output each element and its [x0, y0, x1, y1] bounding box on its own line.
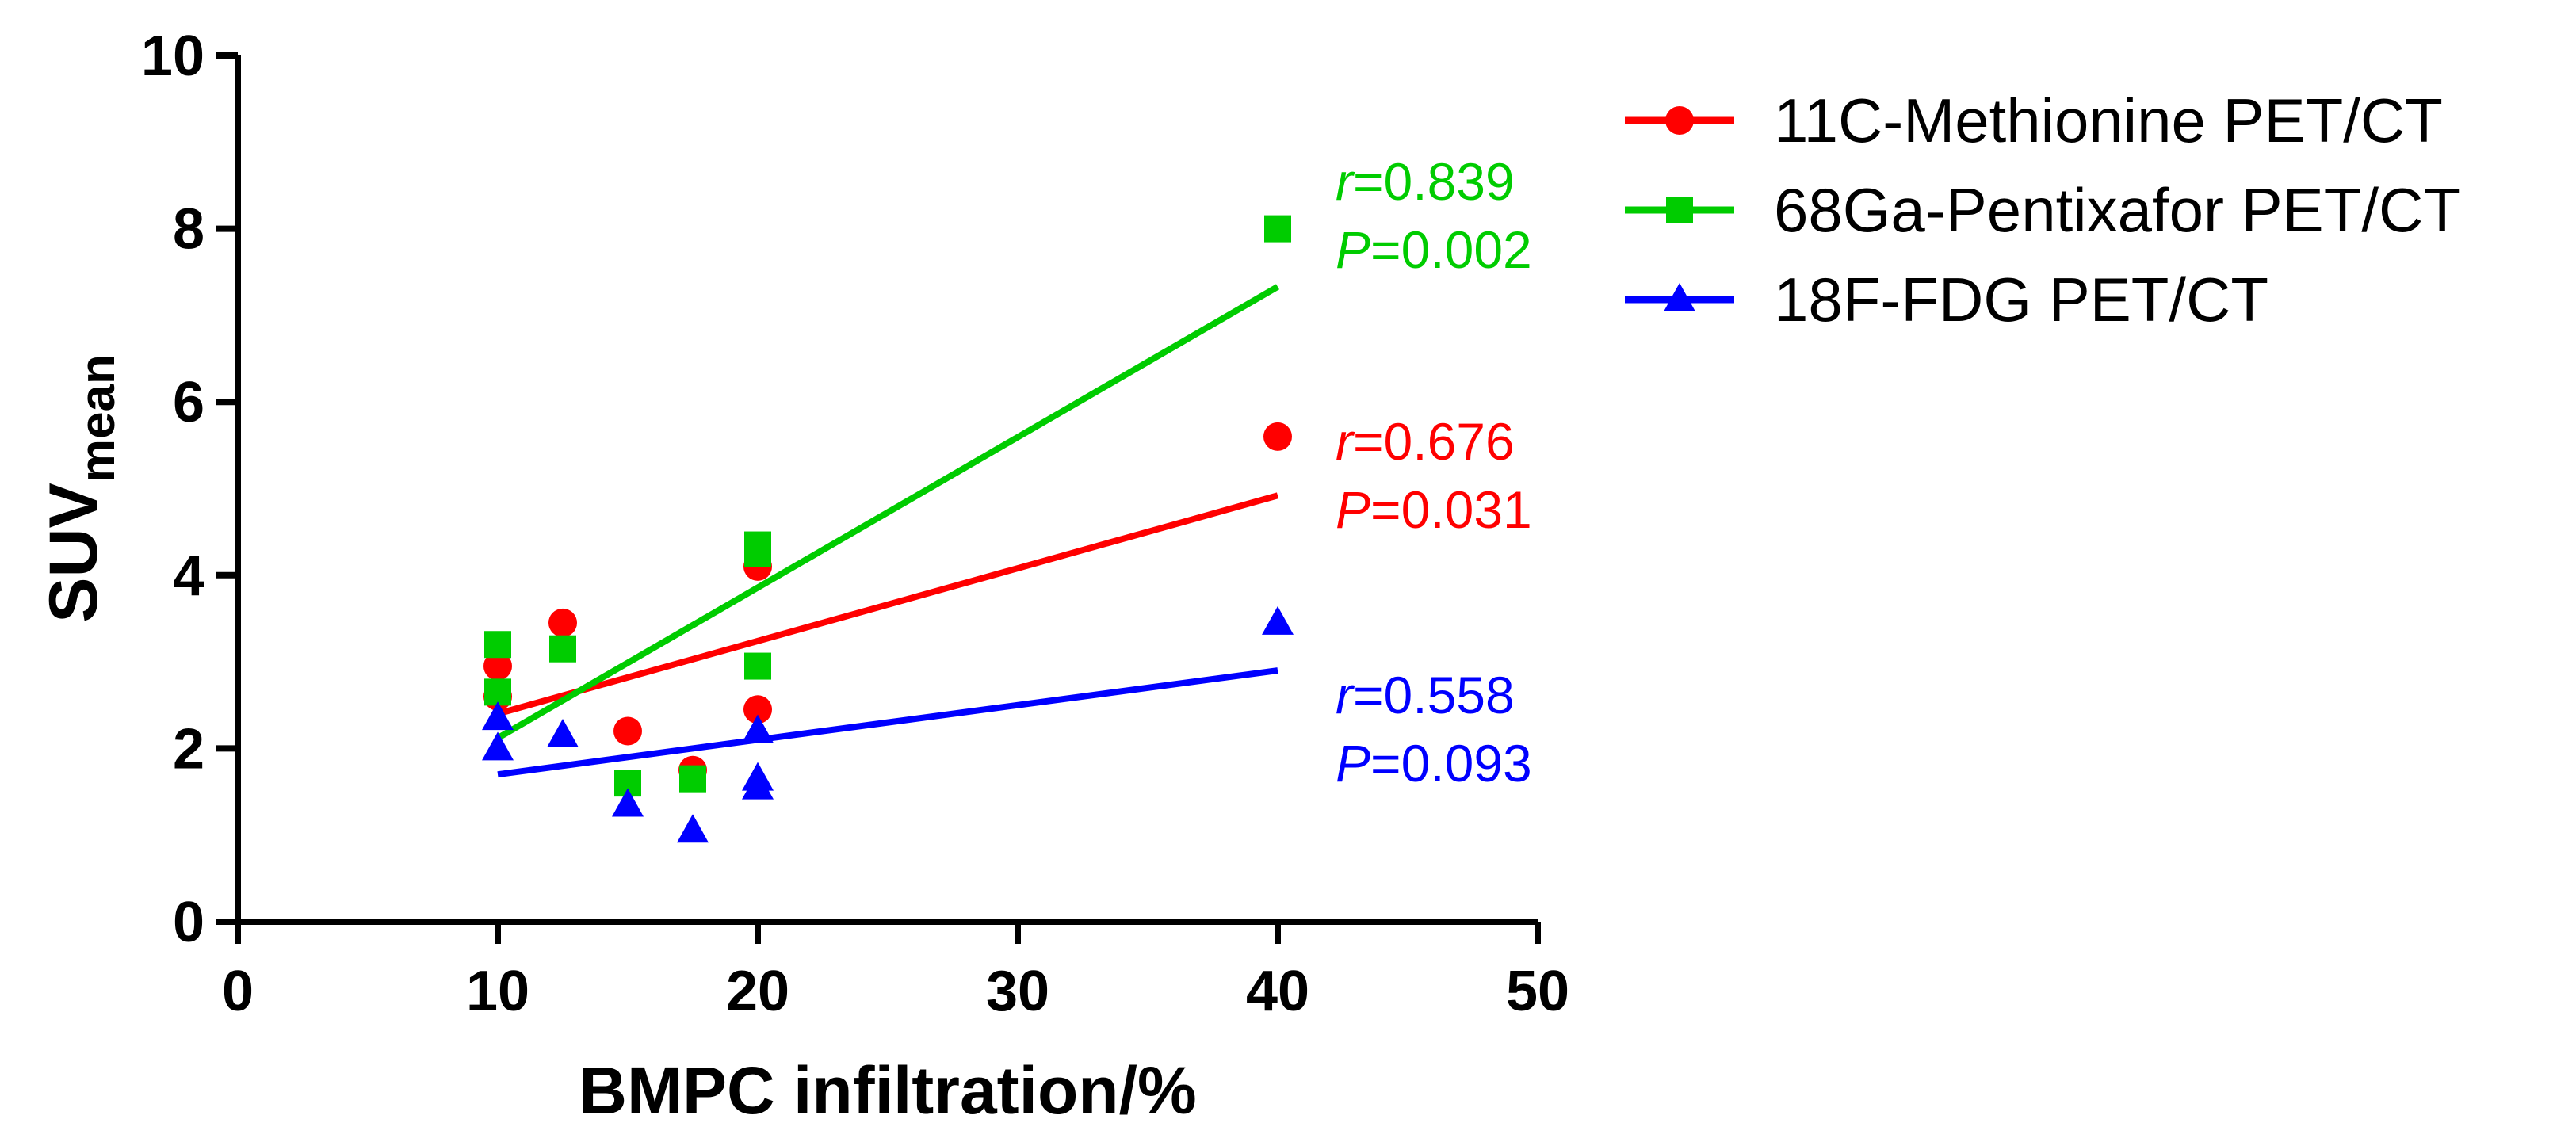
stat-p-value: =0.002	[1370, 220, 1532, 279]
x-tick-label: 40	[1246, 960, 1309, 1023]
y-tick-label: 10	[141, 25, 204, 88]
axes: 0 10 20 30 40 50 0 2 4 6 8 10 BMPC infiltration/% SUV…	[36, 25, 1569, 1128]
stat-r-symbol: r	[1336, 152, 1355, 211]
stats-annotations: r=0.676P=0.031r=0.839P=0.002r=0.558P=0.0…	[1336, 152, 1532, 793]
legend-marker-18f-fdg-pet-ct	[1664, 283, 1695, 311]
y-tick-label: 2	[173, 717, 204, 781]
fit-line-68ga-pentixafor-pet-ct	[495, 284, 1280, 741]
data-point-18f-fdg-pet-ct	[547, 719, 579, 748]
y-axis-label-main: SUV	[36, 483, 112, 623]
stat-r-value: =0.839	[1353, 152, 1515, 211]
stat-p-symbol: P	[1336, 220, 1370, 279]
fit-lines	[495, 284, 1280, 778]
data-point-68ga-pentixafor-pet-ct	[679, 765, 706, 793]
stat-p-value: =0.093	[1370, 734, 1532, 793]
legend-label-11c-methionine-pet-ct: 11C-Methionine PET/CT	[1774, 86, 2443, 155]
stat-p-11c-methionine-pet-ct: P=0.031	[1336, 480, 1532, 539]
fit-line-11c-methionine-pet-ct	[496, 492, 1279, 717]
stat-p-68ga-pentixafor-pet-ct: P=0.002	[1336, 220, 1532, 279]
y-tick-label: 8	[173, 198, 204, 262]
stat-p-18f-fdg-pet-ct: P=0.093	[1336, 734, 1532, 793]
data-point-68ga-pentixafor-pet-ct	[484, 678, 511, 706]
y-tick-label: 0	[173, 891, 204, 954]
data-points	[482, 215, 1294, 843]
fit-line-18f-fdg-pet-ct	[497, 667, 1278, 778]
x-tick-label: 10	[466, 960, 529, 1023]
data-point-11c-methionine-pet-ct	[613, 716, 642, 746]
y-tick-label: 4	[173, 544, 204, 608]
x-axis-label: BMPC infiltration/%	[579, 1053, 1196, 1128]
stat-p-value: =0.031	[1370, 480, 1532, 539]
x-tick-label: 20	[726, 960, 789, 1023]
x-tick-label: 30	[986, 960, 1049, 1023]
stat-r-11c-methionine-pet-ct: r=0.676	[1336, 412, 1515, 471]
data-point-18f-fdg-pet-ct	[482, 701, 514, 731]
x-tick-label: 0	[222, 960, 254, 1023]
data-point-18f-fdg-pet-ct	[742, 714, 774, 743]
data-point-68ga-pentixafor-pet-ct	[484, 631, 511, 659]
data-point-18f-fdg-pet-ct	[677, 814, 709, 843]
y-axis-label-subscript: mean	[71, 354, 125, 483]
data-point-11c-methionine-pet-ct	[483, 651, 512, 681]
legend: 11C-Methionine PET/CT 68Ga-Pentixafor PET…	[1625, 86, 2461, 334]
x-tick-label: 50	[1506, 960, 1569, 1023]
data-point-68ga-pentixafor-pet-ct	[744, 540, 771, 567]
data-point-18f-fdg-pet-ct	[482, 731, 514, 761]
legend-label-18f-fdg-pet-ct: 18F-FDG PET/CT	[1774, 265, 2268, 334]
legend-marker-11c-methionine-pet-ct	[1665, 106, 1694, 135]
data-point-18f-fdg-pet-ct	[742, 770, 774, 800]
stat-r-value: =0.558	[1353, 666, 1515, 724]
y-tick-label: 6	[173, 371, 204, 434]
stat-p-symbol: P	[1336, 734, 1370, 793]
stat-p-symbol: P	[1336, 480, 1370, 539]
legend-marker-68ga-pentixafor-pet-ct	[1666, 197, 1693, 223]
stat-r-value: =0.676	[1353, 412, 1515, 471]
data-point-68ga-pentixafor-pet-ct	[549, 635, 576, 663]
data-point-11c-methionine-pet-ct	[548, 608, 577, 637]
data-point-18f-fdg-pet-ct	[612, 788, 644, 817]
data-point-11c-methionine-pet-ct	[1263, 422, 1292, 451]
stat-r-18f-fdg-pet-ct: r=0.558	[1336, 666, 1515, 724]
data-point-18f-fdg-pet-ct	[1262, 605, 1294, 635]
stat-r-symbol: r	[1336, 666, 1355, 724]
y-axis-label: SUVmean	[36, 354, 125, 623]
stat-r-symbol: r	[1336, 412, 1355, 471]
stat-r-68ga-pentixafor-pet-ct: r=0.839	[1336, 152, 1515, 211]
data-point-68ga-pentixafor-pet-ct	[744, 652, 771, 680]
data-point-11c-methionine-pet-ct	[743, 695, 772, 724]
data-point-68ga-pentixafor-pet-ct	[1264, 215, 1291, 243]
legend-label-68ga-pentixafor-pet-ct: 68Ga-Pentixafor PET/CT	[1774, 175, 2461, 245]
